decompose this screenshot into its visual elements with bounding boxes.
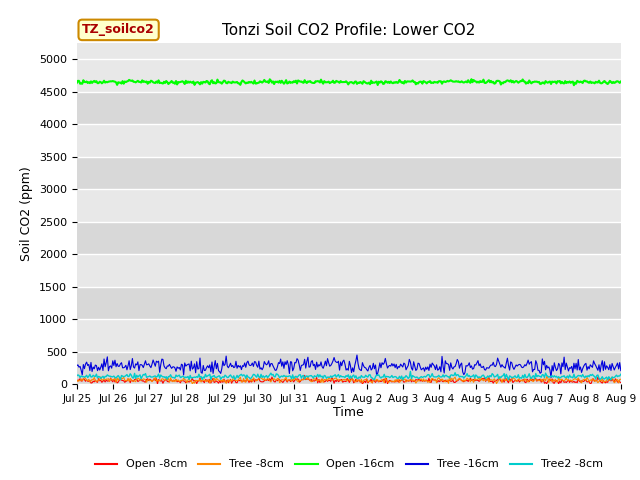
X-axis label: Time: Time	[333, 407, 364, 420]
Title: Tonzi Soil CO2 Profile: Lower CO2: Tonzi Soil CO2 Profile: Lower CO2	[222, 23, 476, 38]
Bar	[77, 319, 621, 351]
Bar	[77, 254, 621, 287]
Text: TZ_soilco2: TZ_soilco2	[82, 24, 155, 36]
Bar	[77, 189, 621, 222]
Bar	[77, 157, 621, 189]
Bar	[77, 124, 621, 157]
Bar	[77, 60, 621, 92]
Legend: Open -8cm, Tree -8cm, Open -16cm, Tree -16cm, Tree2 -8cm: Open -8cm, Tree -8cm, Open -16cm, Tree -…	[90, 455, 607, 474]
Y-axis label: Soil CO2 (ppm): Soil CO2 (ppm)	[20, 166, 33, 261]
Bar	[77, 287, 621, 319]
Bar	[77, 351, 621, 384]
Bar	[77, 222, 621, 254]
Bar	[77, 92, 621, 124]
